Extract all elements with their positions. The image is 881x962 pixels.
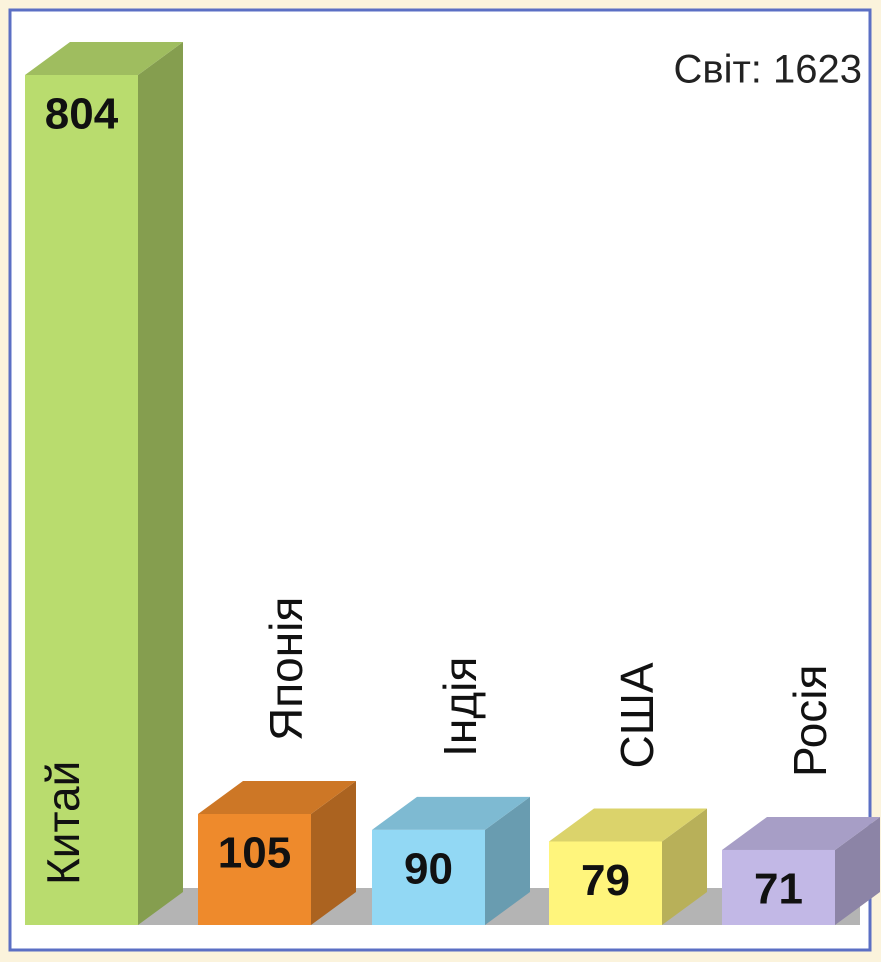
value-label: 804	[45, 90, 119, 139]
category-label: Китай	[37, 761, 89, 885]
bar	[372, 829, 485, 925]
value-label: 79	[581, 856, 630, 905]
category-label: Японія	[260, 597, 312, 741]
bar	[549, 841, 662, 925]
bar-top	[549, 808, 707, 842]
category-label: Росія	[784, 665, 836, 777]
value-label: 71	[754, 865, 803, 914]
value-label: 105	[218, 829, 291, 878]
bar-top	[198, 780, 356, 814]
annotation: Світ: 1623	[673, 48, 862, 92]
bar	[722, 849, 835, 925]
bar	[25, 75, 138, 925]
bar-side	[835, 816, 880, 925]
bar-top	[372, 796, 530, 830]
bar	[198, 813, 311, 925]
category-label: Індія	[434, 657, 486, 757]
category-label: США	[611, 662, 663, 768]
bar-side	[138, 42, 183, 925]
value-label: 90	[404, 844, 453, 893]
bar-top	[722, 816, 880, 850]
bar-side	[311, 780, 356, 925]
bar-side	[662, 808, 707, 925]
bar-side	[485, 796, 530, 925]
bar-top	[25, 42, 183, 75]
